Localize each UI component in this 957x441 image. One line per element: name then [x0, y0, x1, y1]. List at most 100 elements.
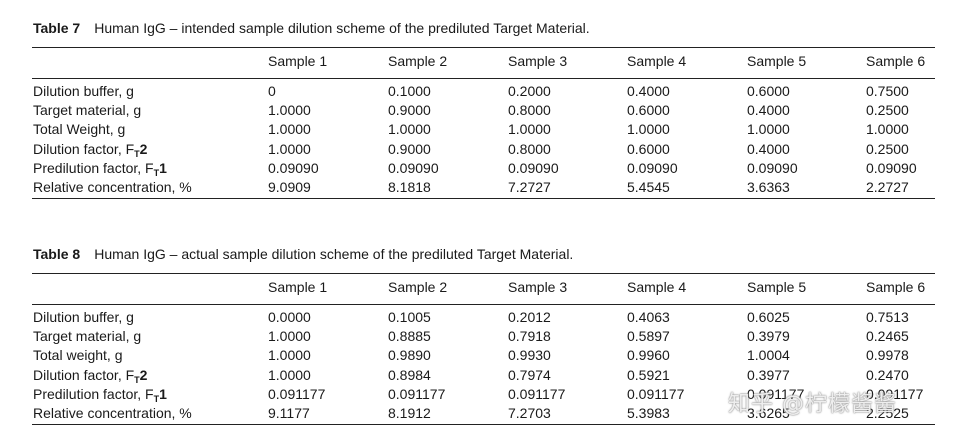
table8-cell: 0.2465: [866, 328, 909, 345]
table8-cell: 0.8984: [388, 366, 431, 383]
table8-cell: 0.7974: [508, 366, 551, 383]
table8-row-label: Total weight, g: [33, 347, 123, 364]
table7-cell: 0.9000: [388, 140, 431, 157]
table7-title: Human IgG – intended sample dilution sch…: [94, 20, 590, 36]
table8-row-label: Target material, g: [33, 328, 142, 345]
row-label-subscript: T: [134, 148, 140, 159]
table8-cell: 0.091177: [508, 385, 566, 402]
table8-cell: 1.0000: [268, 366, 311, 383]
row-label-text: Dilution factor, F: [33, 366, 135, 383]
table7-header-sample-1: Sample 1: [268, 53, 328, 69]
table8-cell: 0.3979: [747, 328, 790, 345]
table8-row-label: Predilution factor, FT1: [33, 385, 167, 409]
table8-cell: 0.3977: [747, 366, 790, 383]
table7-cell: 0.6000: [747, 83, 790, 99]
table8-cell: 9.1177: [268, 405, 310, 421]
table8-cell: 0.091177: [747, 385, 805, 402]
table8-cell: 0.091177: [866, 385, 924, 402]
table8-title: Human IgG – actual sample dilution schem…: [94, 246, 574, 262]
table8-cell: 0.7918: [508, 328, 551, 345]
row-label-index: 2: [139, 366, 148, 383]
row-label-text: Predilution factor, F: [33, 159, 154, 176]
table8-row-label: Dilution buffer, g: [33, 309, 134, 325]
table8-cell: 0.5897: [627, 328, 670, 345]
table7-cell: 0.09090: [388, 159, 439, 176]
table8-cell: 8.1912: [388, 405, 431, 421]
table7-caption: Table 7 Human IgG – intended sample dilut…: [33, 20, 590, 36]
table7-cell: 0.6000: [627, 140, 670, 157]
table8-cell: 0.9960: [627, 347, 670, 364]
table8-cell: 0.9890: [388, 347, 431, 364]
table7-cell: 0.8000: [508, 102, 551, 119]
table7-cell: 0.09090: [268, 159, 319, 176]
table8-cell: 2.2525: [866, 405, 909, 421]
table7-row-label: Predilution factor, FT1: [33, 159, 167, 183]
table7-cell: 0.8000: [508, 140, 551, 157]
table7-cell: 0.09090: [747, 159, 798, 176]
table7-cell: 1.0000: [268, 121, 311, 138]
table8-header-sample-1: Sample 1: [268, 279, 328, 295]
row-label-text: Predilution factor, F: [33, 385, 154, 402]
table8-cell: 0.2470: [866, 366, 909, 383]
table7-cell: 0.09090: [508, 159, 559, 176]
table7-row-label: Total Weight, g: [33, 121, 126, 138]
table7-cell: 9.0909: [268, 179, 311, 195]
table7-cell: 0.2000: [508, 83, 551, 99]
table8-cell: 0.0000: [268, 309, 311, 325]
table7-header-sample-3: Sample 3: [508, 53, 568, 69]
table8-cell: 0.5921: [627, 366, 670, 383]
row-label-subscript: T: [134, 374, 140, 385]
table8-header-sample-5: Sample 5: [747, 279, 807, 295]
table8-header-sample-3: Sample 3: [508, 279, 568, 295]
table7-cell: 0.09090: [627, 159, 678, 176]
table8-row-label: Relative concentration, %: [33, 405, 192, 421]
table7-cell: 0.6000: [627, 102, 670, 119]
table8-cell: 0.2012: [508, 309, 551, 325]
table7-cell: 0.9000: [388, 102, 431, 119]
table8-cell: 0.1005: [388, 309, 431, 325]
table7-row-label: Dilution buffer, g: [33, 83, 134, 99]
table8-cell: 0.9930: [508, 347, 551, 364]
table7-cell: 0.7500: [866, 83, 909, 99]
table7-cell: 8.1818: [388, 179, 431, 195]
table8-cell: 3.6265: [747, 405, 790, 421]
table8-header-rule: [32, 304, 935, 305]
table7-header-sample-5: Sample 5: [747, 53, 807, 69]
table8-cell: 1.0004: [747, 347, 790, 364]
table7-cell: 1.0000: [388, 121, 431, 138]
table7-row-label: Relative concentration, %: [33, 179, 192, 195]
table8-row-label: Dilution factor, FT2: [33, 366, 147, 390]
table7-cell: 3.6363: [747, 179, 790, 195]
table7-row-label: Dilution factor, FT2: [33, 140, 147, 164]
table8-cell: 5.3983: [627, 405, 670, 421]
table8-header-sample-4: Sample 4: [627, 279, 687, 295]
table8-cell: 0.8885: [388, 328, 431, 345]
table7-cell: 0: [268, 83, 276, 99]
row-label-text: Dilution factor, F: [33, 140, 135, 157]
table7-header-sample-2: Sample 2: [388, 53, 448, 69]
table7-bottom-rule: [32, 198, 935, 200]
row-label-index: 2: [139, 140, 148, 157]
row-label-subscript: T: [153, 393, 160, 404]
table8-header-sample-2: Sample 2: [388, 279, 448, 295]
table7-header-rule: [32, 78, 935, 79]
table7-cell: 1.0000: [268, 102, 311, 119]
table8-header-sample-6: Sample 6: [866, 279, 926, 295]
table8-cell: 7.2703: [508, 405, 551, 421]
table7-cell: 1.0000: [268, 140, 311, 157]
table7-cell: 1.0000: [747, 121, 790, 138]
table7-cell: 1.0000: [866, 121, 909, 138]
table8-cell: 0.091177: [268, 385, 326, 402]
table8-bottom-rule: [32, 424, 935, 426]
table7-number: Table 7: [33, 20, 81, 36]
table7-row-label: Target material, g: [33, 102, 142, 119]
table8-caption: Table 8 Human IgG – actual sample dilutio…: [33, 246, 573, 262]
watermark: 知乎 @柠檬酱酱: [728, 392, 897, 417]
table7-header-sample-4: Sample 4: [627, 53, 687, 69]
table8-cell: 1.0000: [268, 328, 311, 345]
table7-header-sample-6: Sample 6: [866, 53, 926, 69]
table7-cell: 7.2727: [508, 179, 551, 195]
row-label-index: 1: [159, 385, 167, 402]
table7-cell: 0.1000: [388, 83, 431, 99]
table7-cell: 0.2500: [866, 102, 909, 119]
